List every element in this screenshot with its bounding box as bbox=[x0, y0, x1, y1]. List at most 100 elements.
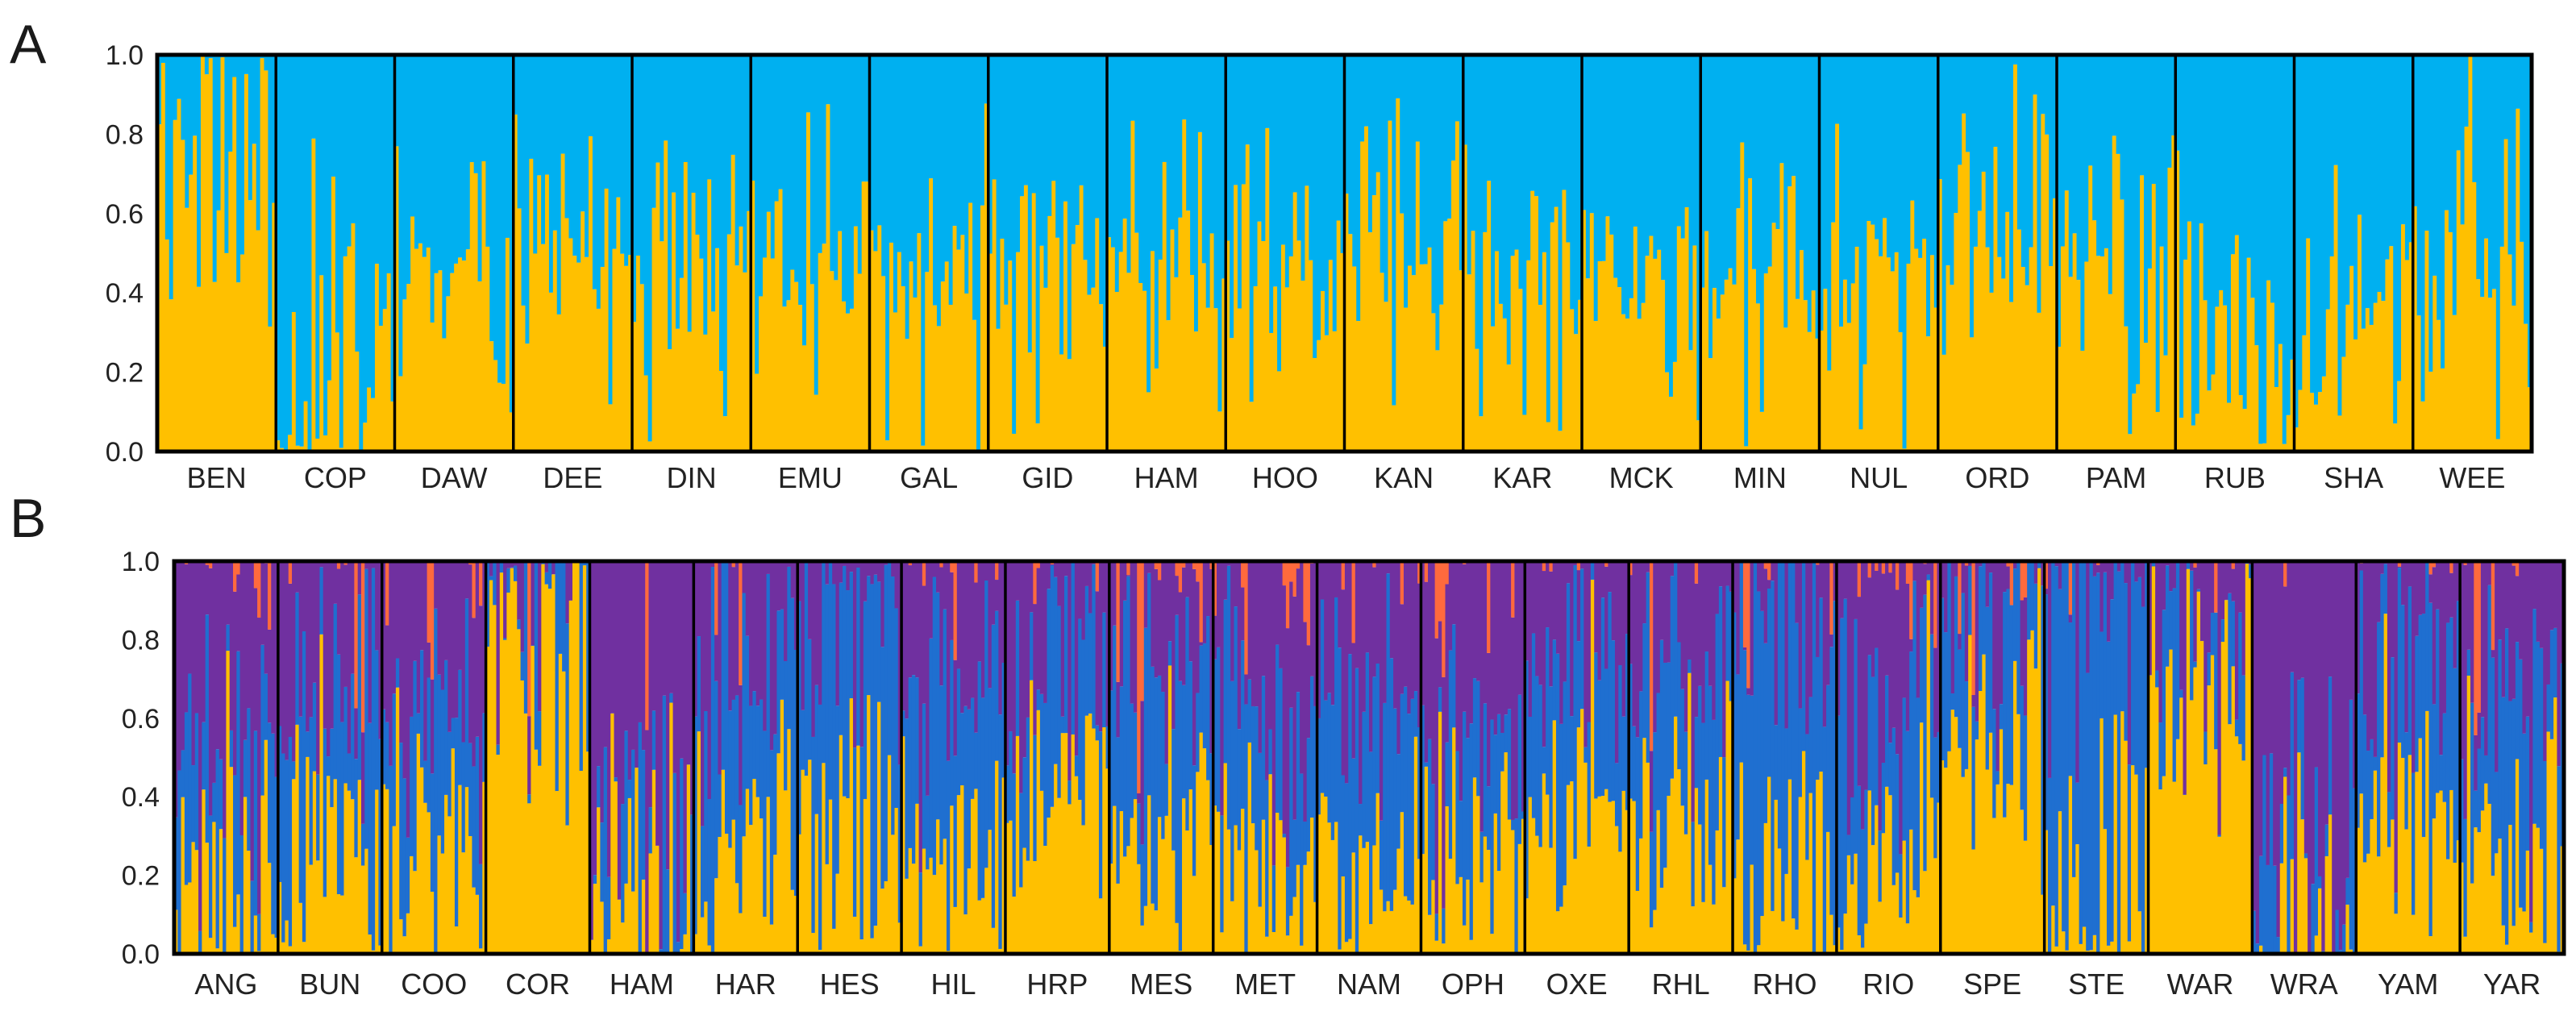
population-label: WEE bbox=[2439, 461, 2505, 494]
admixture-bar-segment bbox=[1282, 837, 1287, 954]
admixture-bar-segment bbox=[683, 561, 688, 893]
admixture-bar-segment bbox=[1993, 147, 1998, 452]
admixture-bar-segment bbox=[1890, 55, 1896, 272]
panel-b-ytick: 0.6 bbox=[122, 704, 160, 735]
admixture-bar-segment bbox=[1989, 292, 1995, 452]
admixture-bar-segment bbox=[2103, 829, 2108, 954]
admixture-bar-segment bbox=[660, 241, 664, 452]
admixture-bar-segment bbox=[1712, 55, 1717, 289]
admixture-bar-segment bbox=[1352, 55, 1357, 267]
admixture-bar-segment bbox=[1178, 55, 1183, 218]
admixture-bar-segment bbox=[1625, 55, 1630, 319]
admixture-bar-segment bbox=[2342, 924, 2346, 954]
admixture-bar-segment bbox=[2391, 561, 2395, 658]
admixture-bar-segment bbox=[770, 55, 776, 259]
admixture-bar-segment bbox=[2020, 267, 2026, 452]
admixture-bar-segment bbox=[925, 272, 930, 452]
admixture-bar-segment bbox=[1750, 864, 1754, 954]
panel-a-ytick: 0.0 bbox=[106, 437, 144, 468]
admixture-bar-segment bbox=[392, 826, 397, 954]
admixture-bar-segment bbox=[2166, 561, 2170, 566]
population-label: SPE bbox=[1963, 968, 2021, 1001]
admixture-bar-segment bbox=[2349, 949, 2353, 954]
admixture-bar-segment bbox=[414, 248, 419, 452]
admixture-bar-segment bbox=[1677, 769, 1682, 954]
admixture-bar-segment bbox=[271, 561, 276, 734]
admixture-bar-segment bbox=[1292, 897, 1297, 954]
admixture-bar-segment bbox=[2227, 402, 2232, 452]
population-spe-bars bbox=[1940, 561, 2045, 954]
admixture-bar-segment bbox=[1632, 561, 1637, 726]
admixture-bar-segment bbox=[759, 55, 764, 297]
admixture-bar-segment bbox=[1375, 55, 1381, 173]
admixture-bar-segment bbox=[454, 718, 459, 927]
admixture-bar-segment bbox=[2436, 793, 2440, 954]
admixture-bar-segment bbox=[1857, 561, 1862, 597]
admixture-bar-segment bbox=[2515, 642, 2520, 760]
admixture-bar-segment bbox=[2092, 576, 2097, 935]
admixture-bar-segment bbox=[427, 561, 431, 643]
admixture-bar-segment bbox=[980, 205, 985, 452]
admixture-bar-segment bbox=[434, 561, 439, 609]
admixture-bar-segment bbox=[2158, 561, 2163, 723]
admixture-bar-segment bbox=[267, 629, 272, 723]
admixture-bar-segment bbox=[224, 252, 229, 452]
admixture-bar-segment bbox=[2252, 561, 2257, 911]
admixture-bar-segment bbox=[2515, 759, 2520, 954]
admixture-bar-segment bbox=[2020, 809, 2025, 954]
admixture-bar-segment bbox=[1883, 55, 1887, 219]
admixture-bar-segment bbox=[485, 55, 490, 247]
admixture-bar-segment bbox=[825, 561, 830, 585]
admixture-bar-segment bbox=[1968, 565, 1973, 635]
admixture-bar-segment bbox=[1894, 252, 1900, 452]
population-dee-bars bbox=[513, 55, 633, 452]
admixture-bar-segment bbox=[1033, 861, 1038, 954]
admixture-bar-segment bbox=[2001, 278, 2006, 452]
admixture-bar-segment bbox=[1016, 252, 1021, 452]
admixture-bar-segment bbox=[2352, 561, 2357, 789]
admixture-bar-segment bbox=[2456, 150, 2462, 452]
admixture-bar-segment bbox=[1621, 561, 1626, 717]
admixture-bar-segment bbox=[1023, 55, 1029, 185]
admixture-bar-segment bbox=[430, 773, 435, 892]
admixture-bar-segment bbox=[1961, 593, 1966, 777]
admixture-bar-segment bbox=[2314, 404, 2319, 452]
admixture-bar-segment bbox=[1500, 561, 1505, 733]
admixture-bar-segment bbox=[2297, 561, 2302, 680]
admixture-bar-segment bbox=[364, 568, 369, 849]
admixture-bar-segment bbox=[1546, 561, 1550, 628]
admixture-bar-segment bbox=[1923, 594, 1928, 872]
admixture-bar-segment bbox=[2557, 766, 2561, 952]
admixture-bar-segment bbox=[465, 249, 471, 452]
admixture-bar-segment bbox=[1958, 634, 1962, 650]
admixture-bar-segment bbox=[1614, 763, 1619, 826]
admixture-bar-segment bbox=[1688, 55, 1694, 351]
admixture-bar-segment bbox=[1796, 55, 1800, 299]
admixture-bar-segment bbox=[309, 717, 314, 865]
admixture-bar-segment bbox=[2516, 55, 2520, 109]
admixture-bar-segment bbox=[1451, 160, 1456, 452]
admixture-bar-segment bbox=[676, 561, 680, 943]
admixture-bar-segment bbox=[1253, 286, 1259, 452]
admixture-bar-segment bbox=[1858, 429, 1864, 452]
admixture-bar-segment bbox=[1902, 563, 1907, 698]
admixture-bar-segment bbox=[1712, 561, 1717, 720]
admixture-bar-segment bbox=[1517, 561, 1522, 695]
admixture-bar-segment bbox=[2175, 561, 2180, 739]
admixture-bar-segment bbox=[1729, 591, 1733, 701]
admixture-bar-segment bbox=[2270, 55, 2275, 303]
admixture-bar-segment bbox=[1684, 207, 1690, 452]
panel-b-frame bbox=[172, 559, 2566, 956]
admixture-bar-segment bbox=[2317, 55, 2323, 393]
admixture-bar-segment bbox=[2054, 561, 2059, 567]
admixture-bar-segment bbox=[1964, 681, 1969, 769]
admixture-bar-segment bbox=[881, 55, 886, 277]
admixture-bar-segment bbox=[419, 561, 424, 651]
admixture-bar-segment bbox=[340, 561, 345, 722]
admixture-bar-segment bbox=[964, 293, 969, 452]
admixture-bar-segment bbox=[1594, 561, 1599, 653]
admixture-bar-segment bbox=[1209, 568, 1214, 754]
admixture-bar-segment bbox=[1379, 820, 1384, 890]
admixture-bar-segment bbox=[336, 894, 341, 954]
admixture-bar-segment bbox=[2234, 235, 2240, 452]
